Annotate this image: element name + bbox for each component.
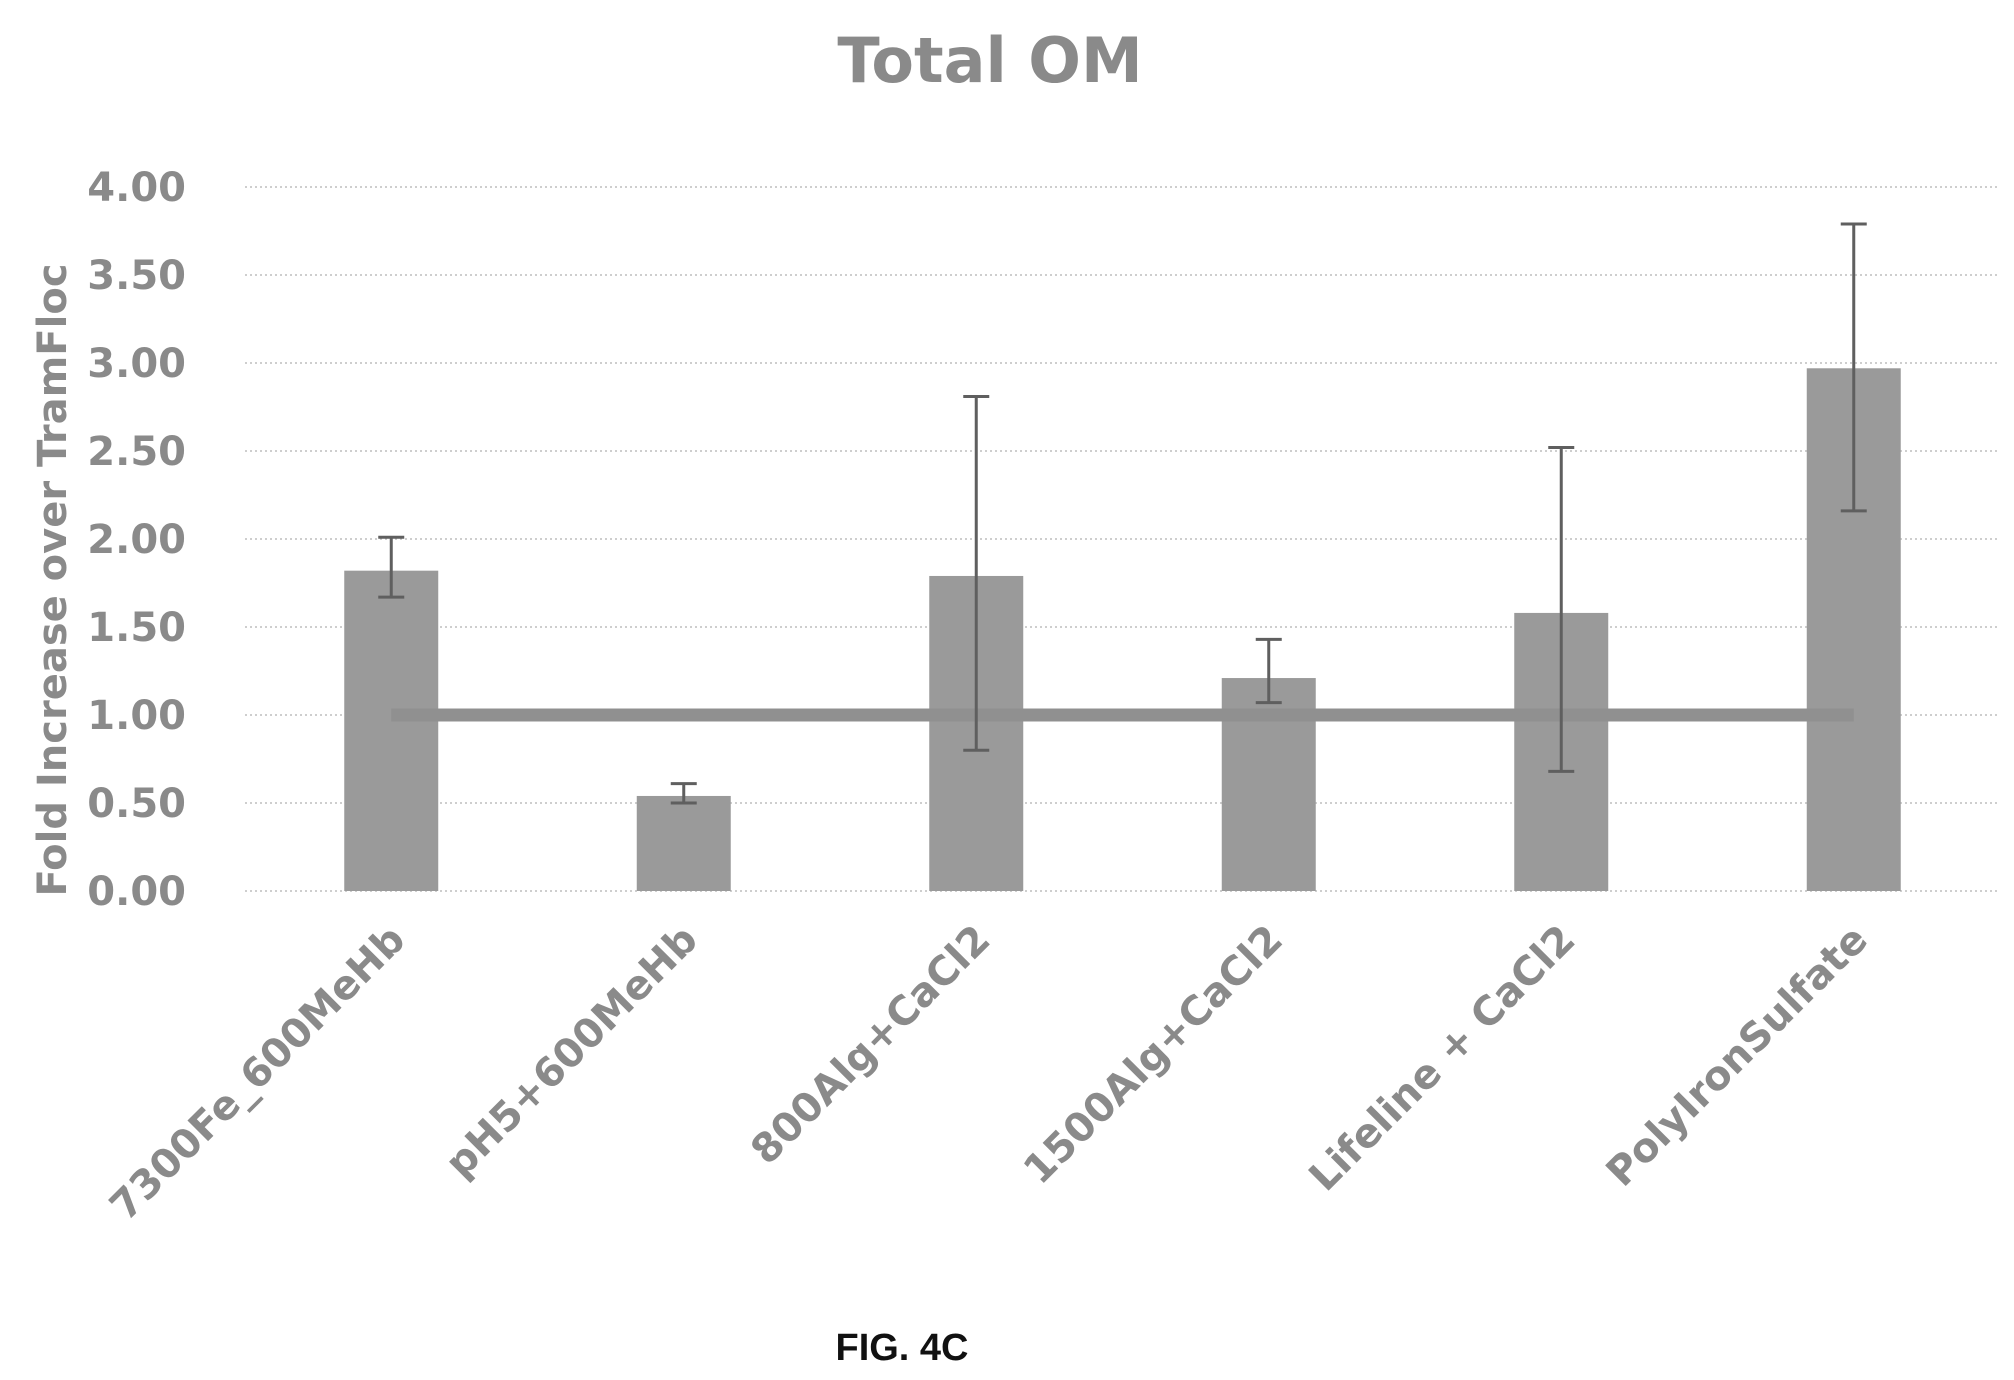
gridlines xyxy=(245,186,2000,892)
x-axis-labels: 7300Fe_600MeHb pH5+600MeHb 800Alg+CaCl2 150… xyxy=(101,917,1877,1230)
y-axis-label: Fold Increase over TramFloc xyxy=(30,263,76,896)
y-tick-label: 1.50 xyxy=(87,605,186,651)
bar xyxy=(344,570,439,891)
y-tick-label: 2.50 xyxy=(87,429,186,475)
x-tick-label: 1500Alg+CaCl2 xyxy=(1015,917,1292,1194)
y-tick-label: 0.00 xyxy=(87,869,186,915)
y-tick-label: 1.00 xyxy=(87,693,186,739)
x-tick-label: PolyIronSulfate xyxy=(1598,917,1877,1196)
x-tick-label: pH5+600MeHb xyxy=(437,917,707,1187)
y-tick-label: 2.00 xyxy=(87,517,186,563)
y-tick-label: 4.00 xyxy=(87,165,186,211)
bar xyxy=(636,795,731,891)
y-tick-label: 3.50 xyxy=(87,253,186,299)
bars xyxy=(344,368,1901,891)
error-bars xyxy=(378,222,1867,805)
y-tick-label: 3.00 xyxy=(87,341,186,387)
y-tick-label: 0.50 xyxy=(87,781,186,827)
figure-caption: FIG. 4C xyxy=(835,1327,968,1369)
x-tick-label: 7300Fe_600MeHb xyxy=(101,917,414,1230)
chart-title: Total OM xyxy=(837,24,1142,97)
x-tick-label: 800Alg+CaCl2 xyxy=(742,917,999,1174)
x-tick-label: Lifeline + CaCl2 xyxy=(1301,917,1585,1201)
y-axis-ticks: 0.00 0.50 1.00 1.50 2.00 2.50 3.00 3.50 4.00 xyxy=(87,165,186,915)
